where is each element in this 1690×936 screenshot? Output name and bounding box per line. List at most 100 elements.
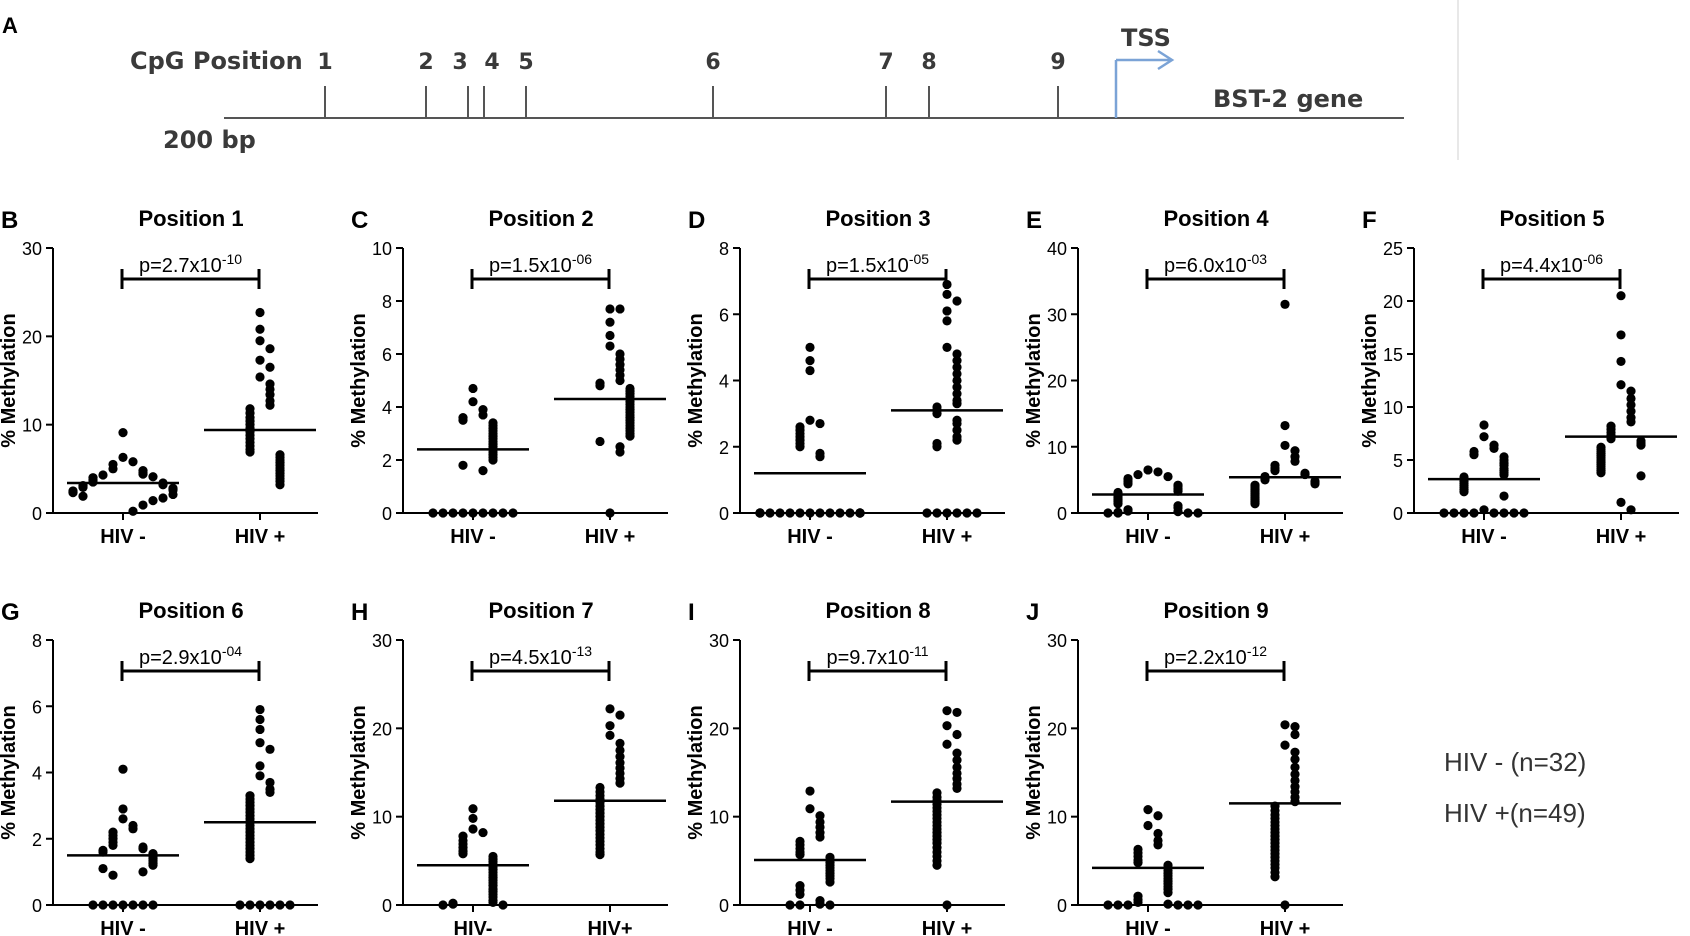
data-point <box>265 744 275 754</box>
data-point <box>1280 420 1290 431</box>
y-tick-label: 8 <box>719 239 729 259</box>
x-tick-label: HIV - <box>1125 918 1171 936</box>
data-point <box>1163 471 1173 482</box>
x-tick-label: HIV+ <box>587 918 632 936</box>
data-point <box>148 472 158 482</box>
data-point <box>1499 470 1509 480</box>
x-tick-label: HIV + <box>1260 918 1311 936</box>
legend: HIV - (n=32) HIV +(n=49) <box>1444 747 1586 828</box>
data-point <box>615 447 625 457</box>
cpg-position-label: CpG Position <box>130 47 303 75</box>
data-point <box>1290 762 1300 772</box>
data-point <box>235 900 245 910</box>
panel-g: G Position 6 % Methylation 0 2 4 6 8 HIV - HIV + p… <box>0 598 318 936</box>
data-point <box>118 814 128 824</box>
data-point <box>138 844 148 854</box>
y-tick-label: 0 <box>1057 896 1067 916</box>
data-point <box>952 707 962 718</box>
data-point <box>255 724 265 735</box>
y-tick-label: 20 <box>709 719 729 739</box>
y-axis-label: % Methylation <box>1023 313 1045 447</box>
panel-title: Position 8 <box>825 598 930 623</box>
y-tick-label: 6 <box>382 345 392 365</box>
data-point <box>1596 468 1606 478</box>
y-tick-label: 20 <box>22 327 42 347</box>
data-point <box>1499 491 1509 501</box>
data-point <box>1123 506 1133 516</box>
data-point <box>1280 440 1290 451</box>
data-point <box>775 508 785 518</box>
cpg-tick-label-5: 5 <box>518 50 533 75</box>
data-point <box>128 506 138 516</box>
data-point <box>815 832 825 842</box>
data-point <box>615 304 625 314</box>
cpg-tick-label-6: 6 <box>705 50 720 75</box>
data-point <box>825 877 835 887</box>
data-point <box>1193 900 1203 910</box>
data-point <box>428 508 438 518</box>
x-tick-label: HIV - <box>450 526 496 548</box>
data-point <box>285 900 295 910</box>
data-point <box>1183 508 1193 518</box>
data-point <box>952 783 962 794</box>
data-point <box>98 863 108 874</box>
data-point <box>605 704 615 714</box>
panel-title: Position 3 <box>825 206 930 231</box>
panel-letter: C <box>351 207 368 234</box>
panel-title: Position 9 <box>1163 598 1268 623</box>
data-point <box>795 508 805 518</box>
data-point <box>1153 467 1163 477</box>
data-point <box>595 381 605 391</box>
panel-letter: D <box>688 207 705 234</box>
data-point <box>1616 330 1626 340</box>
data-point <box>1270 466 1280 476</box>
data-point <box>438 900 448 910</box>
data-point <box>932 860 942 870</box>
data-point <box>68 488 78 498</box>
data-point <box>498 508 508 518</box>
data-point <box>255 324 265 334</box>
data-point <box>488 508 498 518</box>
data-point <box>952 425 962 435</box>
data-point <box>1290 456 1300 466</box>
data-point <box>615 738 625 748</box>
data-point <box>265 400 275 410</box>
data-point <box>468 804 478 814</box>
data-point <box>595 850 605 860</box>
gene-label: BST-2 gene <box>1213 85 1363 113</box>
legend-hiv-neg: HIV - (n=32) <box>1444 747 1586 777</box>
y-tick-label: 10 <box>372 808 392 828</box>
y-tick-label: 10 <box>1383 398 1403 418</box>
data-point <box>148 900 158 910</box>
data-point <box>78 491 88 501</box>
panel-letter: F <box>1362 207 1377 234</box>
data-point <box>255 900 265 910</box>
data-point <box>942 306 952 316</box>
panel-letter: B <box>1 207 18 234</box>
data-point <box>1133 469 1143 480</box>
data-point <box>952 399 962 409</box>
data-point <box>468 508 478 518</box>
data-point <box>795 900 805 910</box>
x-tick-label: HIV + <box>922 526 973 548</box>
panel-c: C Position 2 % Methylation 0 2 4 6 8 10 HIV - HIV … <box>348 206 668 548</box>
x-tick-label: HIV - <box>100 526 146 548</box>
p-value: p=6.0x10-03 <box>1164 251 1267 277</box>
y-tick-label: 25 <box>1383 239 1403 259</box>
panel-title: Position 4 <box>1163 206 1269 231</box>
data-point <box>265 777 275 788</box>
data-point <box>108 840 118 850</box>
data-point <box>158 480 168 490</box>
x-tick-label: HIV + <box>235 918 286 936</box>
y-tick-label: 30 <box>1047 631 1067 651</box>
data-point <box>605 330 615 341</box>
y-tick-label: 2 <box>382 451 392 471</box>
y-tick-label: 20 <box>1047 372 1067 392</box>
data-point <box>1193 508 1203 518</box>
data-point <box>1113 900 1123 910</box>
data-point <box>98 900 108 910</box>
data-point <box>458 415 468 425</box>
y-tick-label: 2 <box>719 438 729 458</box>
data-point <box>1626 505 1636 515</box>
